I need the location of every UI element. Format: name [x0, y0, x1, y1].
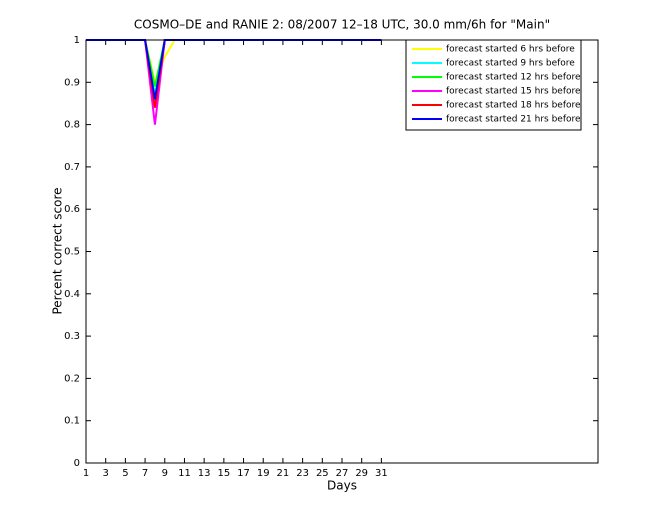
y-tick-label: 0.5 — [64, 247, 80, 258]
y-tick-label: 0.9 — [64, 77, 80, 88]
y-tick-label: 0.8 — [64, 120, 80, 131]
chart-title: COSMO–DE and RANIE 2: 08/2007 12–18 UTC,… — [134, 18, 550, 32]
y-tick-label: 0.3 — [64, 331, 80, 342]
y-tick-label: 0.2 — [64, 373, 80, 384]
x-axis-label: Days — [327, 479, 357, 493]
x-tick-label: 1 — [83, 468, 89, 479]
x-tick-label: 27 — [336, 468, 349, 479]
legend-label: forecast started 15 hrs before — [446, 87, 581, 97]
legend-box — [405, 39, 582, 131]
x-tick-label: 29 — [355, 468, 368, 479]
x-tick-label: 25 — [316, 468, 329, 479]
x-tick-label: 9 — [162, 468, 168, 479]
x-tick-label: 3 — [103, 468, 109, 479]
legend: forecast started 6 hrs before forecast st… — [405, 39, 582, 131]
legend-label: forecast started 12 hrs before — [446, 73, 581, 83]
legend-label: forecast started 9 hrs before — [446, 59, 575, 69]
x-tick-label: 5 — [122, 468, 128, 479]
y-tick-label: 0 — [74, 458, 80, 469]
y-axis-label: Percent correct score — [51, 187, 65, 314]
x-tick-label: 17 — [237, 468, 250, 479]
x-tick-label: 7 — [142, 468, 148, 479]
y-tick-label: 0.7 — [64, 162, 80, 173]
y-tick-label: 0.4 — [64, 289, 80, 300]
x-tick-label: 31 — [375, 468, 388, 479]
x-tick-label: 13 — [198, 468, 211, 479]
x-tick-label: 11 — [178, 468, 191, 479]
x-tick-label: 15 — [217, 468, 230, 479]
y-tick-label: 0.1 — [64, 416, 80, 427]
legend-label: forecast started 6 hrs before — [446, 45, 575, 55]
legend-label: forecast started 18 hrs before — [446, 101, 581, 111]
y-tick-label: 1 — [74, 35, 80, 46]
x-tick-label: 21 — [277, 468, 290, 479]
x-tick-label: 19 — [257, 468, 270, 479]
legend-label: forecast started 21 hrs before — [446, 115, 581, 125]
x-tick-label: 23 — [296, 468, 309, 479]
y-tick-label: 0.6 — [64, 204, 80, 215]
axes-box — [85, 39, 599, 464]
